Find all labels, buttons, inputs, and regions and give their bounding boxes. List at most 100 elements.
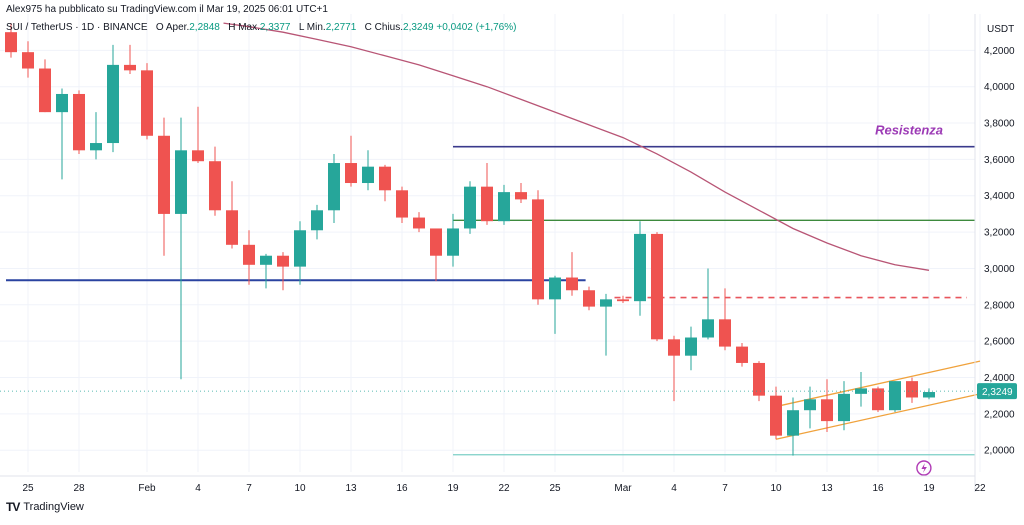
candle bbox=[345, 135, 357, 187]
change-value: +0,0402 (+1,76%) bbox=[436, 22, 517, 33]
currency-label: USDT bbox=[987, 24, 1014, 35]
time-axis: 25 28 Feb 4 7 10 13 16 19 22 25 Mar 4 7 10 13 16 19 22 bbox=[0, 475, 986, 494]
candle-body bbox=[872, 388, 884, 411]
candle bbox=[39, 59, 51, 113]
open-label: O bbox=[155, 22, 164, 33]
price-tick-label: 3,4000 bbox=[984, 191, 1015, 202]
candle bbox=[413, 212, 425, 233]
candles-layer bbox=[5, 23, 935, 456]
candle-body bbox=[73, 93, 85, 151]
candle bbox=[668, 335, 680, 402]
resistance-label: Resistenza bbox=[875, 123, 943, 138]
symbol-name: SUI / TetherUS · 1D · BINANCE bbox=[6, 22, 148, 33]
candle bbox=[311, 204, 323, 240]
candle-body bbox=[209, 161, 221, 211]
candle-body bbox=[821, 399, 833, 422]
time-tick-label: 22 bbox=[498, 483, 510, 494]
candle bbox=[73, 90, 85, 154]
candle bbox=[481, 163, 493, 225]
candle-body bbox=[192, 150, 204, 162]
candle bbox=[889, 381, 901, 413]
price-axis: USDT 2,0000 2,2000 2,4000 2,6000 2,8000 3,0000… bbox=[0, 14, 1017, 492]
candle bbox=[600, 293, 612, 356]
candle-body bbox=[243, 244, 255, 265]
event-lightning-icon bbox=[916, 460, 932, 476]
candle-body bbox=[141, 70, 153, 136]
candle-body bbox=[311, 210, 323, 231]
candle bbox=[22, 41, 34, 78]
candle bbox=[243, 230, 255, 285]
time-tick-label: 16 bbox=[872, 483, 884, 494]
open-value: 2,2848 bbox=[189, 22, 220, 33]
time-tick-label: 25 bbox=[549, 483, 561, 494]
time-tick-label: Feb bbox=[138, 483, 156, 494]
candle-body bbox=[889, 381, 901, 411]
candle-body bbox=[549, 277, 561, 300]
candle bbox=[362, 150, 374, 191]
price-tick-label: 3,6000 bbox=[984, 155, 1015, 166]
candle bbox=[719, 288, 731, 351]
candle-body bbox=[226, 210, 238, 245]
candle-body bbox=[600, 299, 612, 307]
candle bbox=[872, 386, 884, 413]
candle-body bbox=[617, 299, 629, 302]
candle bbox=[566, 252, 578, 296]
low-label: L bbox=[298, 22, 305, 33]
time-tick-label: 19 bbox=[923, 483, 935, 494]
tradingview-logo-icon: TV bbox=[6, 500, 20, 514]
candle-body bbox=[362, 166, 374, 184]
close-label: C bbox=[364, 22, 372, 33]
candle bbox=[90, 112, 102, 160]
price-tick-label: 2,2000 bbox=[984, 409, 1015, 420]
candle-body bbox=[583, 290, 595, 307]
candle bbox=[430, 228, 442, 282]
price-tick-label: 2,6000 bbox=[984, 337, 1015, 348]
candle bbox=[175, 117, 187, 380]
channel-lower-line bbox=[775, 393, 981, 440]
candle bbox=[651, 232, 663, 342]
last-price-label: 2,3249 bbox=[982, 387, 1013, 398]
candle-body bbox=[668, 339, 680, 356]
candle-body bbox=[379, 166, 391, 191]
time-tick-label: 13 bbox=[821, 483, 833, 494]
candle-body bbox=[566, 277, 578, 291]
candle bbox=[56, 88, 68, 180]
candle bbox=[838, 381, 850, 431]
high-label: H bbox=[228, 22, 236, 33]
candle bbox=[515, 183, 527, 204]
time-tick-label: Mar bbox=[614, 483, 632, 494]
tradingview-brand[interactable]: TV TradingView bbox=[6, 500, 84, 514]
price-tick-label: 2,0000 bbox=[984, 446, 1015, 457]
time-tick-label: 13 bbox=[345, 483, 357, 494]
candle-body bbox=[396, 190, 408, 218]
candle-body bbox=[515, 192, 527, 200]
price-tick-label: 3,0000 bbox=[984, 264, 1015, 275]
time-tick-label: 19 bbox=[447, 483, 459, 494]
candle bbox=[260, 253, 272, 289]
candle-body bbox=[22, 52, 34, 69]
candle bbox=[107, 44, 119, 153]
candle-body bbox=[56, 93, 68, 113]
candle-body bbox=[107, 64, 119, 144]
candle-body bbox=[413, 217, 425, 229]
candle bbox=[821, 379, 833, 433]
price-tick-label: 2,4000 bbox=[984, 373, 1015, 384]
candle-body bbox=[532, 199, 544, 300]
candle bbox=[855, 372, 867, 407]
high-value: 2,3377 bbox=[259, 22, 291, 33]
candle bbox=[804, 386, 816, 429]
candle-body bbox=[634, 233, 646, 302]
candle-body bbox=[719, 319, 731, 347]
close-value: 2,3249 bbox=[403, 22, 434, 33]
candle bbox=[736, 342, 748, 367]
candle bbox=[294, 221, 306, 285]
event-marker-bolt bbox=[921, 463, 927, 473]
candle bbox=[141, 63, 153, 140]
time-tick-label: 7 bbox=[722, 483, 728, 494]
candle bbox=[583, 286, 595, 311]
candle bbox=[226, 181, 238, 249]
candle-body bbox=[447, 228, 459, 256]
candle-body bbox=[753, 362, 765, 396]
candle-body bbox=[277, 255, 289, 267]
